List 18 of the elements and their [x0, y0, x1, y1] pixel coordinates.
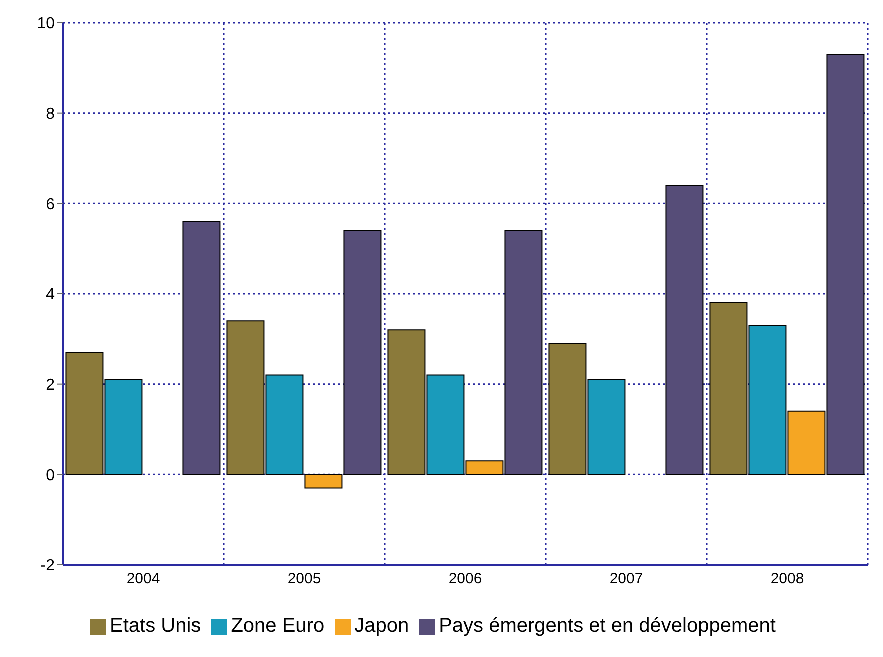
y-tick-label: 6: [46, 196, 56, 214]
bar: [182, 221, 221, 476]
x-tick-label: 2006: [448, 570, 482, 588]
legend-label: Japon: [354, 615, 410, 637]
x-tick-label: 2005: [288, 570, 322, 588]
x-tick-label: 2008: [770, 570, 804, 588]
x-tick-label: 2004: [126, 570, 160, 588]
legend-label: Pays émergents et en développement: [439, 615, 776, 637]
y-tick-label: 0: [46, 467, 56, 484]
legend-label: Zone Euro: [231, 615, 325, 637]
y-tick-label: 2: [46, 377, 56, 394]
bar: [666, 185, 704, 476]
legend-label: Etats Unis: [110, 615, 202, 637]
y-tick-label: 4: [46, 286, 56, 304]
y-tick-label: 10: [37, 16, 56, 33]
y-tick-label: -2: [40, 558, 56, 575]
x-tick-label: 2007: [610, 570, 644, 588]
y-tick-label: 8: [46, 106, 56, 124]
